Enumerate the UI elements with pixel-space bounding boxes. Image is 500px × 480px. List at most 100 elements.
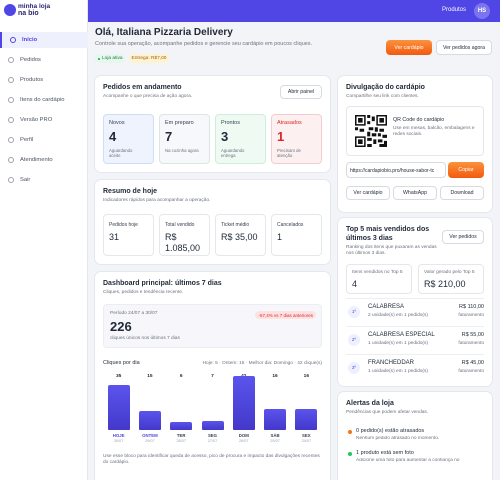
button[interactable]: Ver cardápio [386, 40, 432, 55]
page-title: Olá, Italiana Pizzaria Delivery [95, 27, 233, 38]
stat-label: Pedidos hoje [109, 222, 138, 228]
sidebar: minha loja na bio Início Pedidos Produtos Ite… [0, 0, 88, 480]
item-price: R$ 45,00 [461, 360, 484, 366]
rank: 2º [348, 334, 360, 346]
logo-icon [4, 4, 16, 16]
nav-item[interactable]: Atendimento [0, 152, 88, 168]
divider [346, 298, 484, 299]
qr-box: QR Code do cardápio Use em mesas, balcão,… [346, 106, 484, 156]
status-dot [98, 57, 100, 60]
stat-label: Itens vendidos no Top 5 [352, 270, 403, 275]
stat-label: Prontos [221, 120, 240, 126]
button[interactable]: Abrir painel [280, 85, 322, 99]
nav-item[interactable]: Produtos [0, 72, 88, 88]
card: Alertas da loja Pendências que podem afet… [338, 392, 492, 480]
alert-title: 1 produto está sem foto [356, 450, 414, 456]
qr-text: Use em mesas, balcão, embalagens e redes… [393, 126, 475, 137]
stat-box: Atrasados 1 Precisam de atenção [271, 114, 322, 164]
stat-box: Cancelados 1 [271, 214, 322, 256]
nav-label: Início [22, 36, 38, 43]
stat-value: 3 [221, 129, 229, 144]
chart-footer: Use esse bloco para identificar queda de… [103, 454, 320, 465]
day-label: HOJE [112, 433, 125, 438]
date-label: 25/07 [270, 439, 280, 443]
stat-value: 1 [277, 232, 283, 242]
stat-label: Ticket médio [221, 222, 250, 228]
qr-graphic [355, 115, 387, 147]
nav-item[interactable]: Pedidos [0, 52, 88, 68]
topbar-link[interactable]: Produtos [441, 7, 466, 13]
stat-value: 7 [165, 129, 173, 144]
stat-note: Precisam de atenção [277, 148, 301, 159]
button[interactable]: Copiar [448, 162, 484, 178]
date-label: 24/07 [301, 439, 312, 443]
bar [107, 385, 130, 430]
stat-value: 4 [352, 279, 358, 289]
stat-box: Ticket médio R$ 35,00 [215, 214, 266, 256]
bar [295, 409, 318, 430]
avatar[interactable]: HS [474, 3, 490, 19]
card-title: Divulgação do cardápio [346, 84, 425, 91]
divider [346, 354, 484, 355]
nav-item[interactable]: Início [0, 32, 88, 48]
card-subtitle: Compartilhe seu link com clientes. [346, 94, 419, 99]
link-input[interactable]: https://cardapiobio.pro/house-sabor-tc [346, 162, 446, 178]
card-title: Top 5 mais vendidos dos últimos 3 dias [346, 226, 430, 242]
button[interactable]: Ver cardápio [346, 186, 390, 200]
item-qty: 1 unidade(s) em 1 pedido(s) [368, 341, 428, 346]
day-label: SEG [207, 433, 218, 438]
alert-title: 0 pedido(s) estão atrasados [356, 428, 425, 434]
alert-text: Adicione uma foto para aumentar a confia… [356, 458, 460, 463]
stat-note: Na cozinha agora [165, 148, 199, 153]
total: 226 [110, 319, 132, 334]
bar [170, 422, 193, 430]
card-subtitle: Pendências que podem afetar vendas. [346, 410, 429, 415]
stat-box: Em preparo 7 Na cozinha agora [159, 114, 210, 164]
date-label: 28/07 [176, 439, 186, 443]
card-title: Pedidos em andamento [103, 84, 182, 91]
alert-dot [348, 451, 352, 456]
nav-label: Itens do cardápio [20, 96, 65, 103]
nav-icon [8, 137, 14, 143]
card-subtitle: Indicadores rápidos para acompanhar a op… [103, 198, 211, 203]
stat-label: Novos [109, 120, 125, 126]
stat-value: 31 [109, 232, 120, 242]
bar-label: 7 [211, 374, 214, 379]
item-qty: 2 unidade(s) em 1 pedido(s) [368, 313, 428, 318]
card-subtitle: Cliques, pedidos e tendência recente. [103, 290, 184, 295]
bar-label: 16 [303, 374, 310, 379]
day-label: SÁB [270, 433, 280, 438]
nav-item[interactable]: Versão PRO [0, 112, 88, 128]
button[interactable]: WhatsApp [393, 186, 437, 200]
badge-text: Loja ativa [102, 56, 123, 61]
card: Dashboard principal: últimos 7 dias Cliqu… [95, 272, 330, 480]
item-name: CALABRESA [368, 304, 405, 310]
badge: Entrega: R$7,00 [129, 54, 169, 63]
period: Período 24/07 a 30/07 [110, 311, 158, 316]
rank: 1º [348, 306, 360, 318]
button[interactable]: Download [440, 186, 484, 200]
bar-label: 15 [147, 374, 153, 379]
card-subtitle: Ranking dos itens que puxaram as vendas … [346, 245, 437, 256]
day-label: TER [176, 433, 186, 438]
button[interactable]: Ver pedidos agora [436, 40, 492, 55]
bar [264, 409, 287, 430]
alert-text: Nenhum pedido atrasado no momento. [356, 436, 440, 441]
rank: 3º [348, 362, 360, 374]
nav-icon [8, 177, 14, 183]
stat-label: Em preparo [165, 120, 194, 126]
nav-icon [8, 57, 14, 63]
item-price-note: faturamento [458, 313, 484, 318]
stat-label: Atrasados [277, 120, 302, 126]
nav-item[interactable]: Sair [0, 172, 88, 188]
item-name: CALABRESA ESPECIAL [368, 332, 435, 338]
nav-item[interactable]: Itens do cardápio [0, 92, 88, 108]
nav-item[interactable]: Perfil [0, 132, 88, 148]
stat-value: 1 [277, 129, 285, 144]
card: Divulgação do cardápio Compartilhe seu li… [338, 76, 492, 212]
date-label: 26/07 [239, 439, 249, 443]
date-label: 27/07 [207, 439, 218, 443]
change-badge: -67,4% vs 7 dias anteriores [255, 311, 316, 319]
button[interactable]: Ver pedidos [442, 230, 484, 244]
